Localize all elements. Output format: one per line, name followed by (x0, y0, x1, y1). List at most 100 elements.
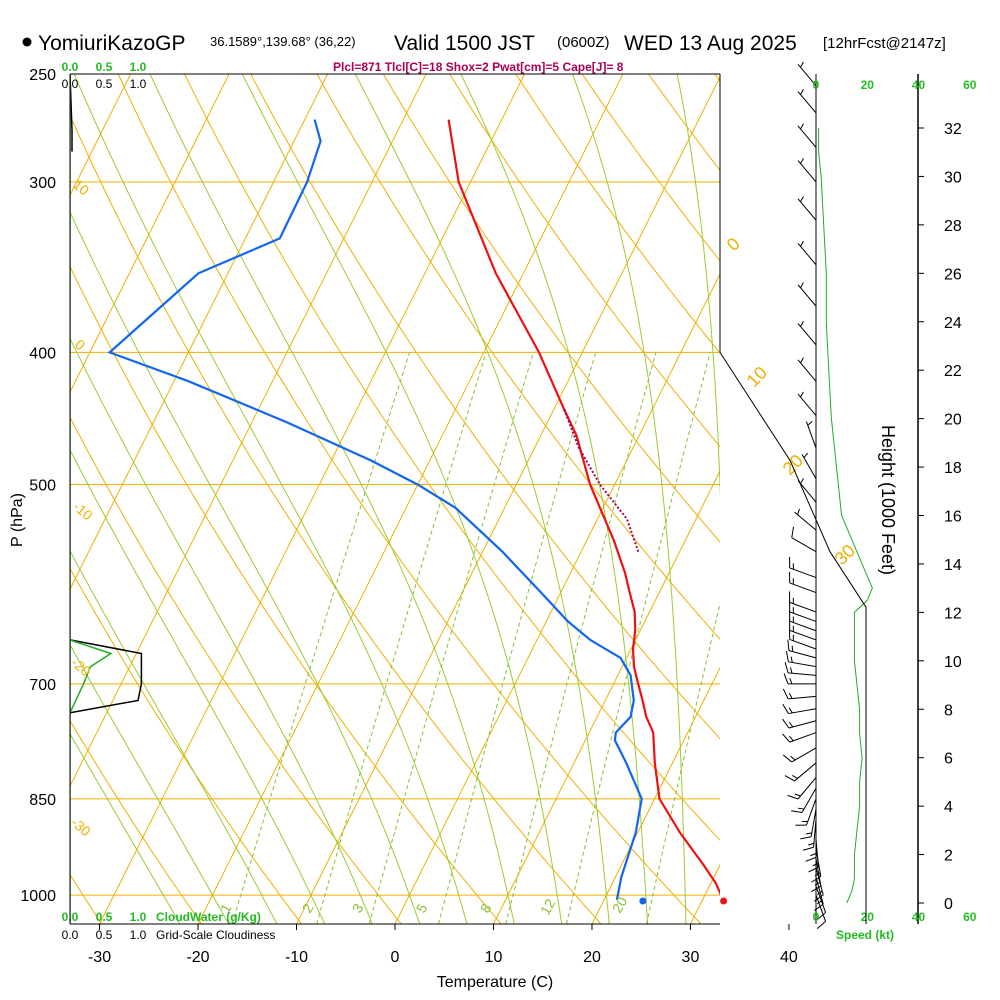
barb-feather (817, 890, 823, 896)
barb-feather (782, 688, 789, 700)
height-axis-label: Height (1000 Feet) (878, 425, 898, 575)
moist-adiabat-line (70, 211, 421, 924)
wind-barb (815, 885, 827, 921)
cloudwater-tick-top: 0.5 (96, 60, 113, 74)
cloudwater-line (70, 639, 113, 714)
cloudiness-tick-bottom: 0.0 (62, 928, 79, 942)
barb-feather (812, 862, 819, 867)
height-tick-label: 28 (944, 218, 962, 235)
wind-barb (787, 777, 817, 800)
moist-adiabat-line (70, 337, 373, 924)
barb-feather (785, 650, 789, 662)
barb-feather (800, 321, 804, 327)
barb-feather (807, 420, 813, 426)
barb-feather (800, 89, 804, 95)
barb-staff (805, 798, 817, 826)
wind-barb (797, 321, 817, 346)
cloudiness-label: Grid-Scale Cloudiness (156, 928, 275, 942)
wind-barb (789, 600, 817, 622)
stats-line: Plcl=871 Tlcl[C]=18 Shox=2 Pwat[cm]=5 Ca… (333, 60, 624, 74)
height-tick-label: 12 (944, 605, 962, 622)
speed-tick-bottom: 60 (963, 910, 977, 924)
mixing-ratio-line (566, 352, 711, 924)
wind-barb (783, 673, 816, 685)
isotherm-line (591, 666, 720, 924)
barb-feather (788, 721, 794, 728)
barb-feather (805, 832, 812, 835)
forecast-info: [12hrFcst@2147z] (823, 35, 946, 52)
barb-feather (789, 735, 794, 742)
temp-tick-label: -30 (88, 949, 111, 966)
temp-tick-label: 20 (583, 949, 601, 966)
barb-feather (784, 775, 795, 782)
cloudiness-tick-bottom: 0.5 (96, 928, 113, 942)
barb-staff (789, 567, 817, 579)
barb-feather (800, 357, 804, 364)
wind-panel-boundary (719, 352, 867, 924)
dry-adiabat-line (581, 74, 720, 262)
mixing-ratio-line (646, 601, 720, 924)
barb-staff (801, 454, 817, 479)
height-tick-label: 10 (944, 654, 962, 671)
barb-feather (800, 61, 804, 68)
wind-barb (782, 703, 817, 715)
wind-barb (791, 788, 817, 814)
temperature-line (447, 119, 720, 896)
wind-barb (797, 158, 817, 183)
barb-staff (788, 720, 817, 729)
wind-barb (785, 650, 817, 668)
barb-staff (797, 359, 817, 382)
cloudiness-line (70, 639, 143, 714)
cloudwater-tick-top: 0.0 (62, 60, 79, 74)
speed-tick-top: 0 (813, 78, 820, 92)
moist-adiabat-label: 30 (831, 541, 859, 569)
mixing-ratio-line (438, 352, 597, 924)
profile-lines (107, 119, 720, 901)
pressure-tick-label: 400 (29, 345, 56, 362)
temp-tick-label: 40 (780, 949, 798, 966)
barb-feather (814, 881, 821, 886)
barb-feather (800, 196, 804, 203)
wind-barb (797, 478, 817, 503)
wind-barbs (782, 61, 827, 929)
barb-feather (788, 707, 793, 714)
forecast-date: WED 13 Aug 2025 (624, 32, 797, 55)
barb-feather (814, 894, 824, 902)
barb-feather (788, 692, 793, 699)
barb-staff (789, 582, 817, 594)
barb-staff (801, 788, 817, 813)
mixing-ratio-line (505, 352, 657, 924)
wind-barb (797, 240, 817, 266)
surface-dewpoint-dot (639, 897, 647, 905)
wind-barb (784, 662, 817, 676)
speed-tick-bottom: 40 (912, 910, 926, 924)
barb-staff (789, 638, 817, 650)
barb-staff (788, 672, 817, 676)
barb-feather (800, 158, 804, 164)
cloudwater-tick-top: 1.0 (130, 60, 147, 74)
wind-barb (795, 798, 817, 826)
height-tick-label: 22 (944, 363, 962, 380)
wind-barb (794, 508, 817, 531)
barb-staff (789, 732, 817, 743)
pressure-tick-label: 250 (29, 67, 56, 84)
mixing-ratio-line (231, 352, 411, 924)
mixing-ratio-label: 12 (537, 896, 559, 918)
barb-staff (797, 63, 817, 87)
barb-feather (800, 282, 804, 289)
wind-barb (797, 391, 817, 416)
barb-feather (811, 876, 822, 883)
barb-feather (791, 526, 795, 538)
wind-speed-line (818, 128, 873, 904)
isotherm-line (70, 74, 329, 591)
barb-feather (782, 733, 791, 743)
wind-barb (797, 282, 817, 307)
isotherm-label-4: -20 (68, 654, 94, 679)
wind-barb (789, 591, 817, 613)
barb-feather (800, 123, 804, 130)
dry-adiabat-line (70, 265, 502, 924)
wind-barb (797, 61, 817, 87)
isotherm-line (99, 74, 526, 924)
barb-staff (797, 777, 817, 800)
